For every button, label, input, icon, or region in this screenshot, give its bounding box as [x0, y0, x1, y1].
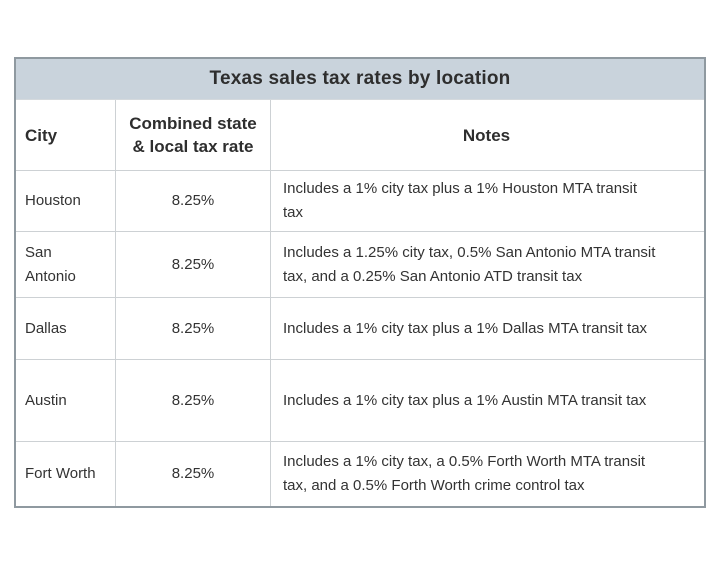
rate-cell: 8.25%	[115, 360, 270, 441]
notes-cell: Includes a 1% city tax, a 0.5% Forth Wor…	[270, 442, 704, 506]
header-row: City Combined state & local tax rate Not…	[16, 100, 704, 170]
rate-cell: 8.25%	[115, 232, 270, 297]
table-row-fort-worth: Fort Worth 8.25% Includes a 1% city tax,…	[16, 441, 704, 506]
tax-rates-table: Texas sales tax rates by location City C…	[14, 57, 706, 508]
notes-cell: Includes a 1% city tax plus a 1% Dallas …	[270, 298, 704, 359]
table-row-houston: Houston 8.25% Includes a 1% city tax plu…	[16, 170, 704, 231]
notes-cell: Includes a 1% city tax plus a 1% Houston…	[270, 171, 704, 231]
rate-cell: 8.25%	[115, 298, 270, 359]
city-cell: Houston	[25, 192, 81, 209]
notes-cell: Includes a 1.25% city tax, 0.5% San Anto…	[270, 232, 704, 297]
city-cell: Austin	[25, 391, 67, 409]
city-cell: San Antonio	[25, 243, 76, 285]
city-cell: Fort Worth	[25, 465, 96, 482]
column-header-city: City	[25, 125, 58, 145]
rate-cell: 8.25%	[115, 171, 270, 231]
table-title: Texas sales tax rates by location	[16, 59, 704, 100]
table-row-austin: Austin 8.25% Includes a 1% city tax plus…	[16, 359, 704, 441]
city-cell: Dallas	[25, 319, 67, 337]
table-row-san-antonio: San Antonio 8.25% Includes a 1.25% city …	[16, 231, 704, 297]
table-row-dallas: Dallas 8.25% Includes a 1% city tax plus…	[16, 297, 704, 359]
rate-cell: 8.25%	[115, 442, 270, 506]
column-header-rate: Combined state & local tax rate	[115, 100, 270, 170]
notes-cell: Includes a 1% city tax plus a 1% Austin …	[270, 360, 704, 441]
column-header-notes: Notes	[270, 100, 704, 170]
